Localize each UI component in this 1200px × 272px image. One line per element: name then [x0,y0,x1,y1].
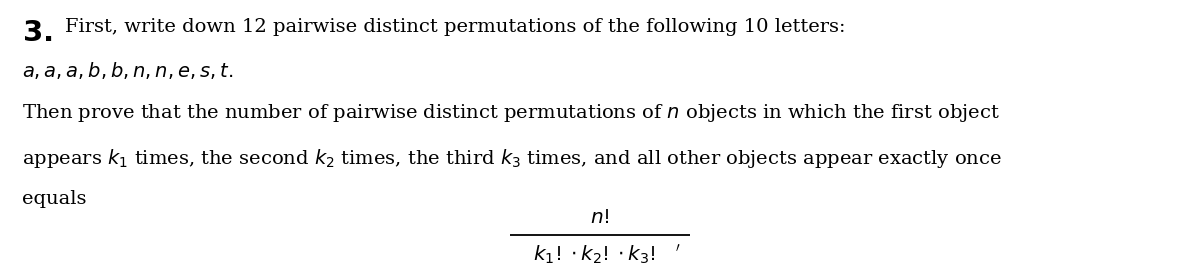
Text: appears $k_1$ times, the second $k_2$ times, the third $k_3$ times, and all othe: appears $k_1$ times, the second $k_2$ ti… [22,147,1002,170]
Text: $a, a, a, b, b, n, n, e, s, t.$: $a, a, a, b, b, n, n, e, s, t.$ [22,60,233,81]
Text: First, write down 12 pairwise distinct permutations of the following 10 letters:: First, write down 12 pairwise distinct p… [65,18,845,36]
Text: $\mathbf{3.}$: $\mathbf{3.}$ [22,18,52,47]
Text: equals: equals [22,190,86,208]
Text: $n!$: $n!$ [590,208,610,227]
Text: $k_1! \cdot k_2! \cdot k_3!$: $k_1! \cdot k_2! \cdot k_3!$ [533,243,655,266]
Text: $'$: $'$ [676,243,680,261]
Text: Then prove that the number of pairwise distinct permutations of $n$ objects in w: Then prove that the number of pairwise d… [22,102,1000,124]
